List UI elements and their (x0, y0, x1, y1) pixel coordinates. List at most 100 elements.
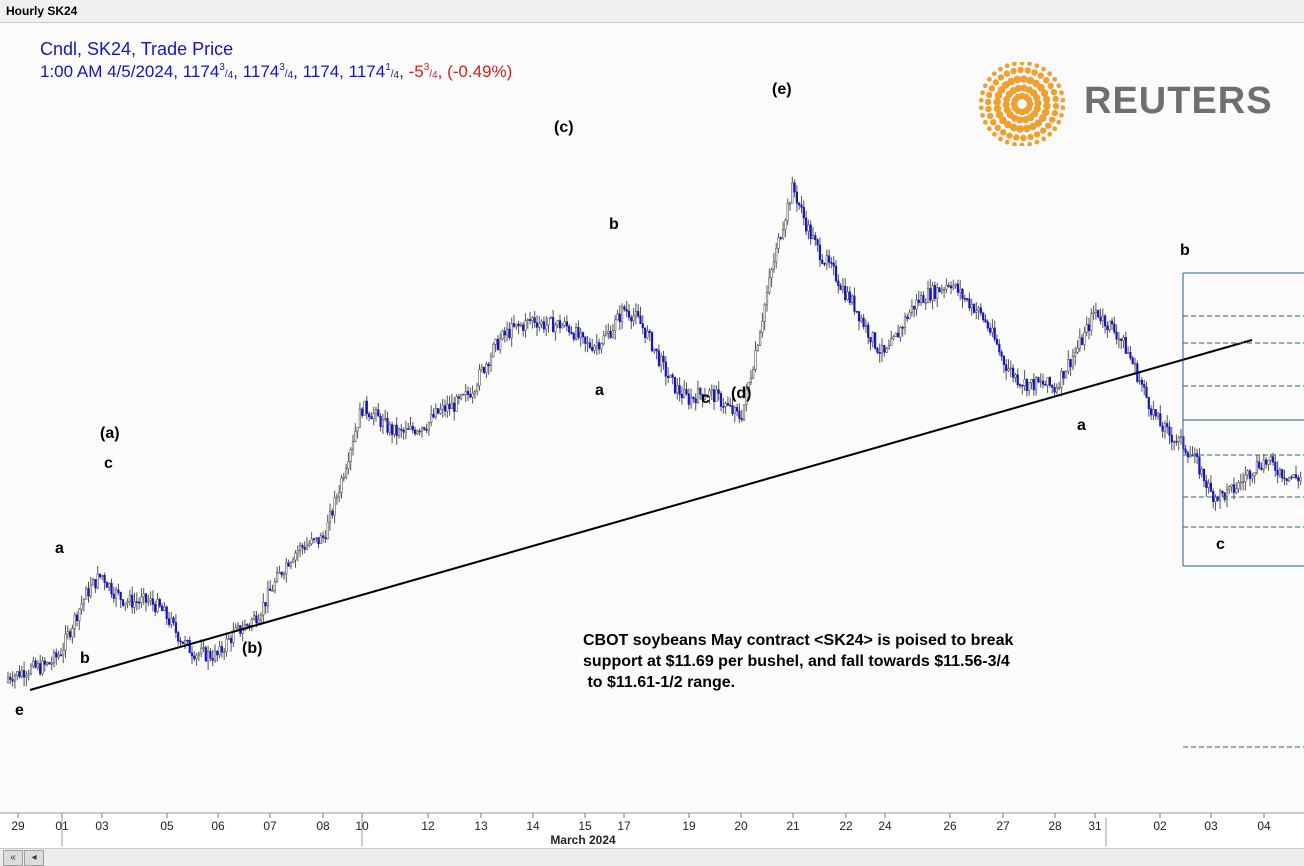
candle-body (712, 389, 716, 402)
candle-body (1092, 312, 1095, 315)
candle-body (55, 652, 58, 658)
candle-body (945, 284, 948, 290)
candle-body (321, 535, 325, 538)
logo-dot (1059, 90, 1064, 96)
candle-body (85, 588, 88, 600)
candle-body (354, 430, 357, 442)
candle-body (1228, 486, 1231, 490)
window-title: Hourly SK24 (6, 4, 78, 18)
candle-body (639, 315, 642, 325)
candle-body (913, 305, 916, 310)
candle-body (561, 324, 564, 329)
x-tick-label: 15 (578, 819, 592, 833)
candle-body (117, 589, 120, 593)
candle-body (1196, 453, 1199, 458)
candle-body (995, 338, 999, 345)
candle-body (1223, 492, 1226, 500)
candle-body (540, 321, 543, 325)
candle-body (489, 355, 493, 367)
candle-body (434, 408, 437, 418)
x-axis-label: March 2024 (550, 833, 616, 847)
candle-body (115, 589, 118, 599)
candle-body (949, 285, 953, 289)
candle-body (666, 375, 670, 379)
candle-body (1076, 347, 1079, 353)
horizontal-scrollbar[interactable]: « ◂ (0, 848, 1304, 866)
candle-body (699, 387, 702, 395)
candle-body (650, 332, 654, 352)
candle-body (735, 407, 739, 412)
candle-body (798, 202, 801, 206)
candle-body (517, 323, 520, 327)
candle-body (41, 660, 44, 675)
legend-ohlc: 1:00 AM 4/5/2024, 11743/4, 11743/4, 1174… (40, 62, 512, 82)
candle-body (565, 321, 568, 327)
logo-dot (1040, 89, 1049, 97)
chart-annotation: CBOT soybeans May contract <SK24> is poi… (583, 632, 1014, 691)
candle-body (623, 306, 626, 310)
candle-body (821, 259, 824, 264)
candle-body (839, 285, 842, 290)
candle-body (156, 598, 159, 613)
candle-body (1154, 408, 1157, 417)
candle-body (1274, 461, 1277, 471)
candle-body (1255, 461, 1258, 473)
candle-body (745, 388, 748, 405)
candle-body (94, 578, 97, 589)
wave-label-c-2: c (701, 390, 710, 407)
candle-body (1246, 470, 1249, 476)
candle-body (98, 573, 102, 578)
legend-high: 11743/4, (242, 62, 298, 81)
price-chart[interactable]: 29 01 03 05 06 07 08 10 12 13 14 15 17 19 20 21 22 24 26 27… (0, 23, 1304, 848)
x-tick-label: 27 (996, 819, 1010, 833)
candle-body (936, 287, 939, 299)
candle-body (926, 288, 930, 303)
candle-body (1060, 370, 1063, 388)
logo-dot (1024, 67, 1031, 74)
candle-body (101, 574, 104, 577)
logo-dot (998, 66, 1003, 72)
scroll-left-button[interactable]: ◂ (24, 850, 44, 866)
candle-body (1005, 364, 1008, 371)
candle-body (1120, 338, 1123, 341)
logo-dot (1020, 134, 1027, 142)
candle-body (82, 598, 85, 605)
candle-body (48, 662, 51, 665)
wave-label-d-paren: (d) (731, 385, 752, 402)
candle-body (867, 324, 870, 338)
candle-body (1110, 320, 1114, 325)
candle-body (296, 549, 299, 554)
candle-body (1138, 379, 1141, 382)
candle-body (264, 602, 267, 607)
candle-body (701, 393, 704, 400)
candle-body (885, 348, 888, 353)
candle-body (1101, 315, 1104, 322)
candle-body (195, 654, 198, 660)
candle-body (1030, 378, 1033, 383)
candle-body (604, 333, 608, 337)
candle-body (756, 345, 759, 351)
candle-body (207, 650, 210, 662)
scroll-first-button[interactable]: « (3, 850, 23, 866)
candle-body (1232, 484, 1235, 493)
candle-body (676, 385, 679, 394)
candle-body (365, 400, 368, 415)
candle-body (172, 617, 175, 623)
candle-body (954, 283, 957, 286)
candle-body (515, 323, 518, 327)
candle-body (287, 562, 290, 567)
logo-dot (1006, 132, 1013, 139)
logo-dot (1020, 75, 1028, 83)
candle-body (740, 418, 743, 420)
logo-dot (1025, 96, 1033, 104)
candle-body (600, 343, 603, 350)
candle-body (1023, 379, 1026, 386)
candle-body (190, 652, 194, 657)
candle-body (1067, 359, 1070, 372)
candle-body (340, 477, 343, 493)
candle-body (952, 285, 955, 289)
candle-body (1032, 378, 1035, 391)
candle-body (209, 650, 212, 659)
candle-body (961, 288, 964, 299)
candle-body (584, 336, 587, 344)
